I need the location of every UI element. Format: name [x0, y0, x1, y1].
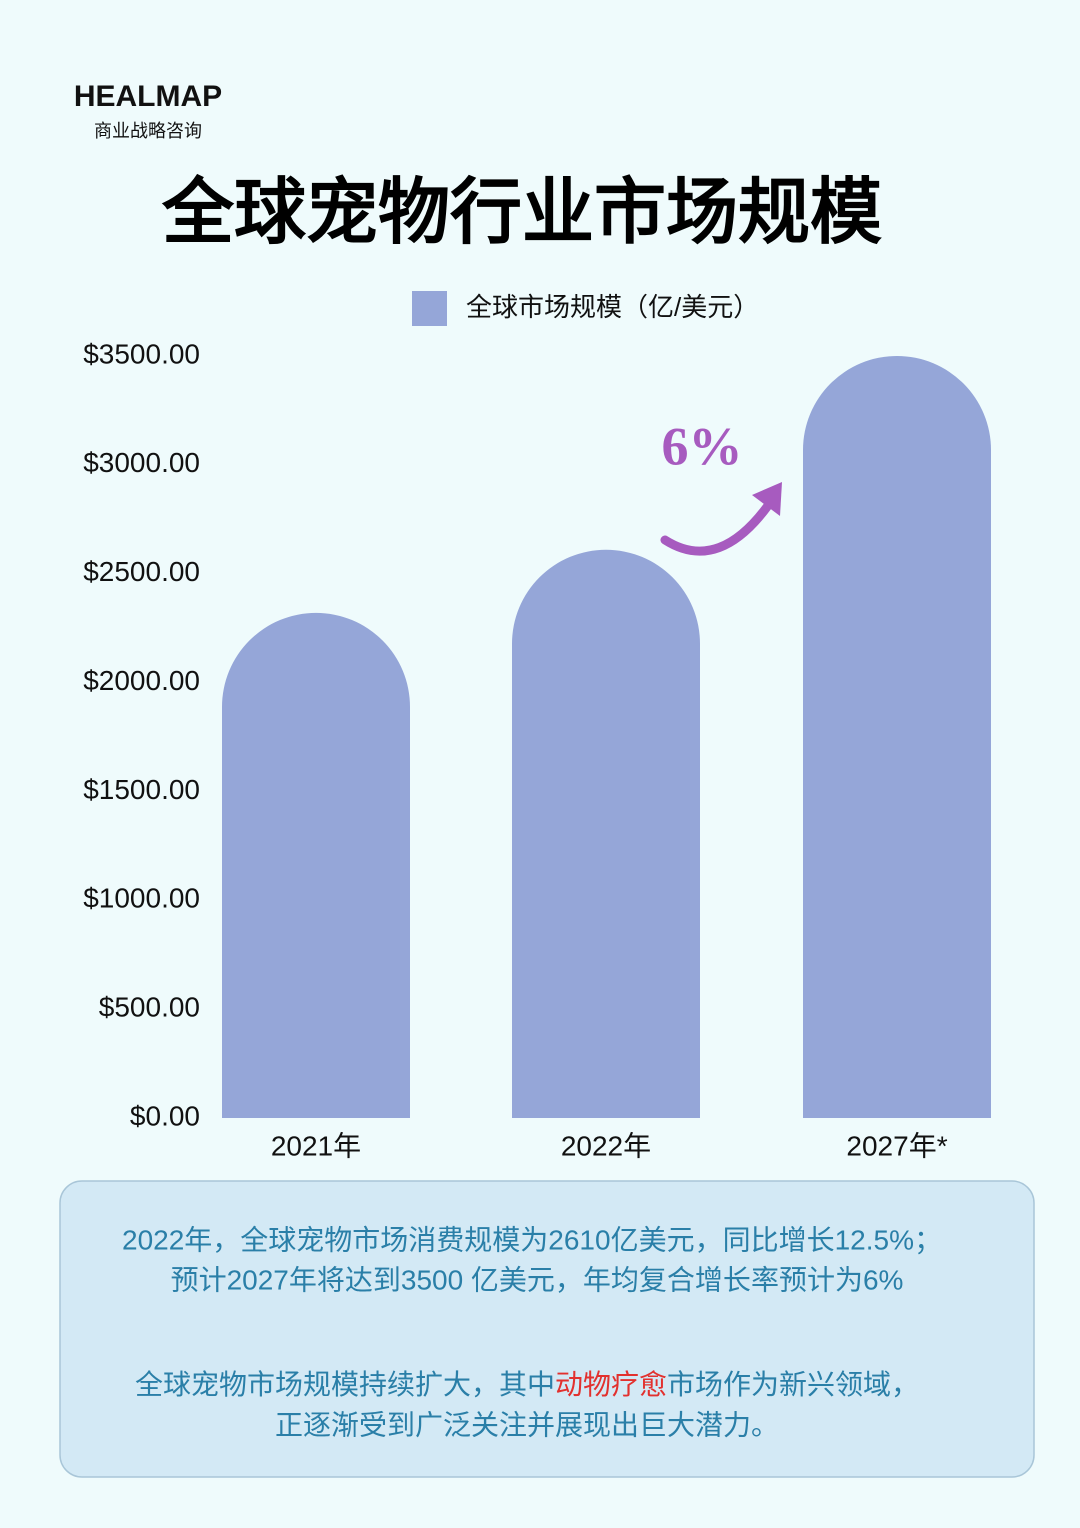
summary-highlight: 动物疗愈 — [555, 1369, 667, 1400]
x-tick-label: 2022年 — [561, 1130, 651, 1161]
x-tick-label: 2021年 — [271, 1130, 361, 1161]
y-tick-label: $3500.00 — [83, 338, 200, 369]
y-tick-label: $3000.00 — [83, 447, 200, 478]
y-tick-label: $0.00 — [130, 1100, 200, 1131]
y-tick-label: $2500.00 — [83, 556, 200, 587]
brand-tagline: 商业战略咨询 — [94, 121, 202, 141]
summary-box — [59, 1180, 1035, 1478]
growth-annotation: 6% — [662, 416, 743, 476]
legend-swatch — [412, 291, 447, 326]
arrow-head — [752, 482, 782, 516]
brand-name: HEALMAP — [74, 80, 222, 113]
summary-line: 预计2027年将达到3500 亿美元，年均复合增长率预计为6% — [171, 1264, 904, 1295]
y-tick-label: $1000.00 — [83, 883, 200, 914]
x-tick-label: 2027年* — [846, 1130, 947, 1161]
bar — [803, 356, 991, 1118]
summary-text: 市场作为新兴领域， — [667, 1369, 919, 1400]
summary-line: 全球宠物市场规模持续扩大，其中动物疗愈市场作为新兴领域， — [135, 1369, 919, 1400]
summary-text: 全球宠物市场规模持续扩大，其中 — [135, 1369, 555, 1400]
bar — [222, 612, 410, 1118]
summary-line: 正逐渐受到广泛关注并展现出巨大潜力。 — [275, 1409, 779, 1440]
legend-label: 全球市场规模（亿/美元） — [466, 292, 759, 322]
growth-arrow — [660, 495, 777, 556]
y-tick-label: $500.00 — [99, 992, 200, 1023]
chart-title: 全球宠物行业市场规模 — [161, 173, 882, 253]
summary-line: 2022年，全球宠物市场消费规模为2610亿美元，同比增长12.5%； — [122, 1224, 942, 1255]
bar — [512, 549, 700, 1118]
y-tick-label: $2000.00 — [83, 665, 200, 696]
y-tick-label: $1500.00 — [83, 774, 200, 805]
